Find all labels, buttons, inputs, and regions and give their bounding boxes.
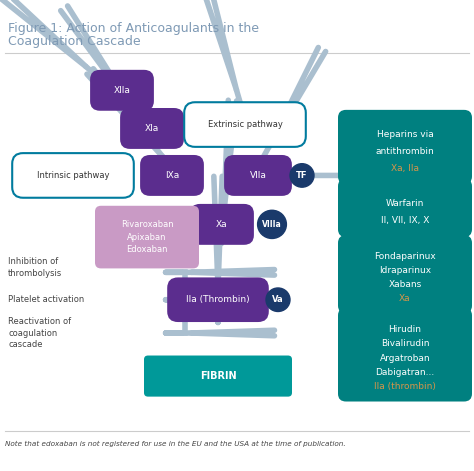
FancyBboxPatch shape [140,155,204,196]
FancyBboxPatch shape [338,110,472,184]
FancyBboxPatch shape [167,277,269,322]
Text: VIIIa: VIIIa [262,220,282,229]
Text: Xa: Xa [216,220,228,229]
Text: Extrinsic pathway: Extrinsic pathway [208,120,283,129]
Text: antithrombin: antithrombin [375,147,434,156]
Text: Platelet activation: Platelet activation [8,295,84,304]
Text: Rivaroxaban: Rivaroxaban [121,220,173,229]
Text: Note that edoxaban is not registered for use in the EU and the USA at the time o: Note that edoxaban is not registered for… [5,441,346,447]
FancyBboxPatch shape [12,153,134,198]
Text: FIBRIN: FIBRIN [200,371,237,381]
Text: Xabans: Xabans [388,280,422,289]
FancyBboxPatch shape [184,102,306,147]
Text: IIa (thrombin): IIa (thrombin) [374,382,436,391]
Text: IXa: IXa [165,171,179,180]
Circle shape [266,288,290,311]
Text: Intrinsic pathway: Intrinsic pathway [37,171,109,180]
FancyBboxPatch shape [338,235,472,313]
Text: IIa (Thrombin): IIa (Thrombin) [186,295,250,304]
Text: Heparins via: Heparins via [377,130,433,139]
Text: II, VII, IX, X: II, VII, IX, X [381,216,429,225]
Text: Inhibition of
thrombolysis: Inhibition of thrombolysis [8,257,62,278]
FancyBboxPatch shape [120,108,184,149]
Text: Fondaparinux: Fondaparinux [374,252,436,261]
FancyBboxPatch shape [338,308,472,401]
FancyBboxPatch shape [144,365,292,387]
Text: Coagulation Cascade: Coagulation Cascade [8,35,141,49]
Text: Hirudin: Hirudin [389,325,421,334]
Text: XIIa: XIIa [114,86,130,95]
FancyBboxPatch shape [95,206,199,268]
FancyBboxPatch shape [90,70,154,111]
Circle shape [290,164,314,187]
Text: Apixaban: Apixaban [127,233,167,242]
Text: Figure 1: Action of Anticoagulants in the: Figure 1: Action of Anticoagulants in th… [8,22,259,35]
FancyBboxPatch shape [224,155,292,196]
Text: Xa: Xa [399,294,411,303]
Text: Idraparinux: Idraparinux [379,266,431,276]
Text: XIa: XIa [145,124,159,133]
Text: TF: TF [296,171,308,180]
Text: VIIa: VIIa [250,171,266,180]
Text: Argatroban: Argatroban [380,354,430,363]
FancyBboxPatch shape [190,204,254,245]
FancyBboxPatch shape [144,375,292,397]
Text: Edoxaban: Edoxaban [126,245,168,254]
FancyBboxPatch shape [144,356,292,377]
Text: Warfarin: Warfarin [386,199,424,208]
Circle shape [257,210,286,238]
Text: Va: Va [272,295,284,304]
FancyBboxPatch shape [338,179,472,237]
Text: Dabigatran...: Dabigatran... [375,368,435,377]
Text: Xa, IIa: Xa, IIa [391,163,419,172]
Text: Bivalirudin: Bivalirudin [381,340,429,349]
Text: Reactivation of
coagulation
cascade: Reactivation of coagulation cascade [8,317,71,349]
